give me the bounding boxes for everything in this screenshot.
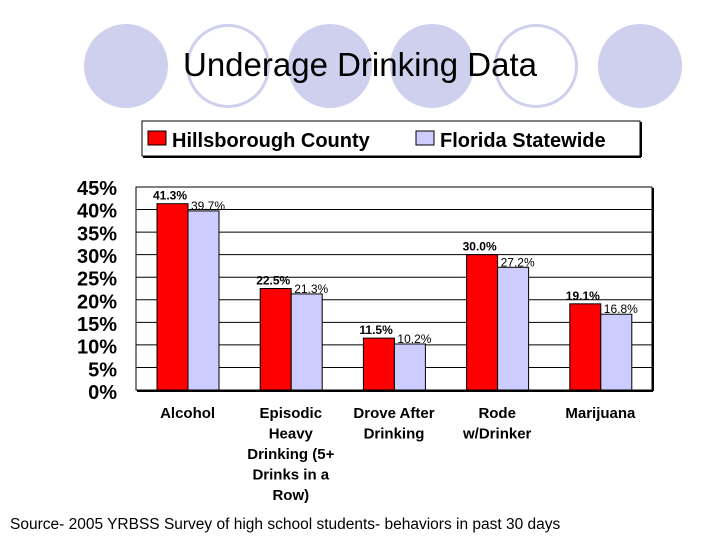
legend-swatch-florida [415,130,435,146]
bars [156,203,633,391]
decor-ring-1 [186,24,270,108]
y-tick-label: 20% [77,291,117,313]
data-label-hillsborough: 30.0% [463,240,497,254]
bar-florida [187,210,220,391]
bar-hillsborough [569,303,602,391]
decor-circle-4 [598,24,682,108]
bar-hillsborough [362,337,395,391]
data-label-florida: 39.7% [191,199,225,213]
data-label-hillsborough: 19.1% [566,289,600,303]
x-category-label: Drove After Drinking [353,405,434,443]
y-axis: 45%40%35%30%25%20%15%10%5%0% [77,178,117,404]
legend-label-florida: Florida Statewide [440,130,606,152]
data-label-florida: 27.2% [501,255,535,269]
page-title: Underage Drinking Data [182,46,538,83]
bar-florida [393,343,426,391]
y-tick-label: 10% [77,337,117,359]
data-label-florida: 16.8% [604,302,638,316]
y-tick-label: 45% [77,178,117,200]
source-note: Source- 2005 YRBSS Survey of high school… [10,516,561,533]
bar-florida [600,313,633,391]
data-labels: 41.3% 22.5% 11.5% 30.0% 19.1% 39.7% 21.3% 10.2%… [153,189,638,346]
data-label-florida: 21.3% [294,282,328,296]
legend: Hillsborough County Florida Statewide [141,120,642,158]
bar-florida [290,293,323,391]
y-tick-label: 0% [88,382,117,404]
gridlines [136,209,652,368]
x-category-label: Alcohol [160,405,215,422]
decor-circle-3 [390,24,474,108]
x-axis: Alcohol Episodic Heavy Drinking (5+ Drinks i… [160,405,636,504]
data-label-hillsborough: 41.3% [153,189,187,203]
x-category-label: Marijuana [565,405,636,422]
legend-swatch-hillsborough [147,130,167,146]
data-label-hillsborough: 22.5% [256,274,290,288]
y-tick-label: 25% [77,269,117,291]
legend-label-hillsborough: Hillsborough County [172,130,371,152]
bar-hillsborough [156,203,189,391]
y-tick-label: 5% [88,359,117,381]
x-category-label: Rode w/Drinker [462,405,532,443]
y-tick-label: 15% [77,314,117,336]
bar-hillsborough [259,288,292,391]
decor-ring-2 [494,24,578,108]
bar-hillsborough [466,254,499,391]
data-label-florida: 10.2% [397,332,431,346]
y-tick-label: 40% [77,201,117,223]
decor-circle-1 [84,24,168,108]
data-label-hillsborough: 11.5% [359,323,393,337]
y-tick-label: 35% [77,223,117,245]
bar-chart: Hillsborough County Florida Statewide 45… [77,120,654,504]
x-category-label: Episodic Heavy Drinking (5+ Drinks in a Row) [247,405,334,504]
decor-circle-2 [288,24,372,108]
y-tick-label: 30% [77,246,117,268]
bar-florida [497,266,530,391]
